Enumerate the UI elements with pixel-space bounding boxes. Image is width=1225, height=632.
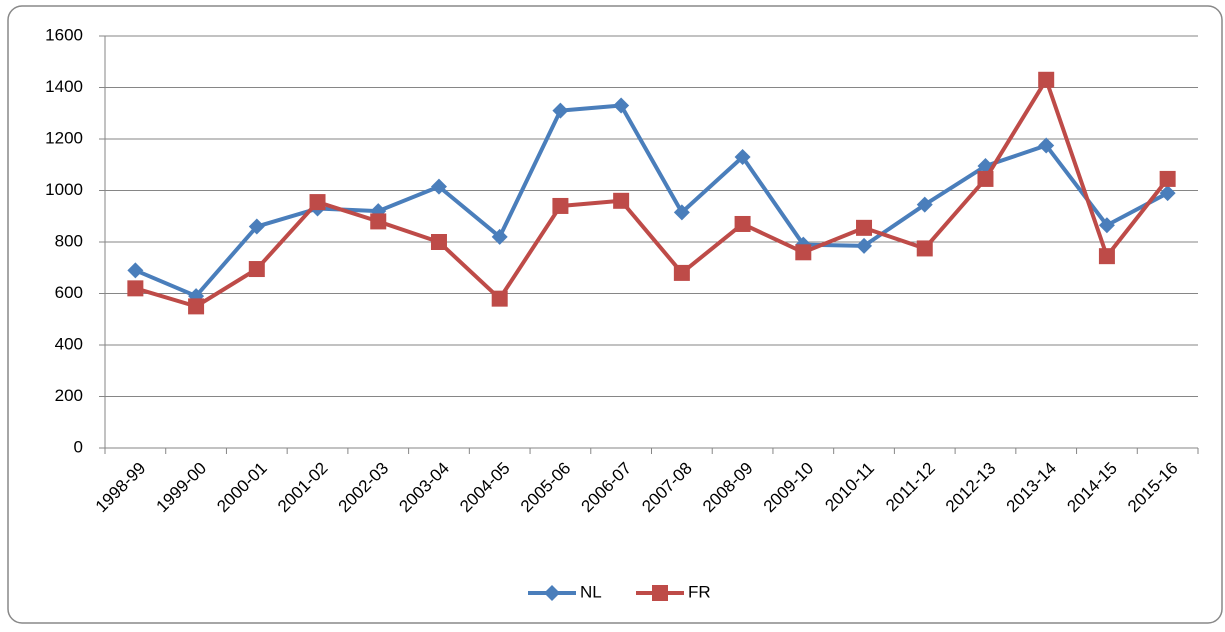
data-point — [430, 234, 447, 250]
data-point — [856, 237, 873, 254]
data-point — [977, 170, 994, 187]
y-tick-label: 1000 — [45, 180, 83, 199]
data-point — [127, 262, 144, 279]
chart-border — [7, 5, 1223, 624]
data-point — [916, 240, 933, 257]
data-point — [673, 204, 690, 221]
data-point — [248, 261, 265, 278]
y-tick-label: 1200 — [45, 128, 83, 147]
legend-marker — [544, 585, 560, 601]
data-point — [188, 298, 205, 315]
data-point — [795, 244, 812, 261]
data-point — [1098, 217, 1115, 234]
y-tick-label: 800 — [55, 231, 83, 250]
data-point — [491, 228, 508, 245]
data-point — [552, 102, 569, 119]
data-point — [916, 196, 933, 213]
data-point — [734, 149, 751, 166]
y-tick-label: 200 — [55, 386, 83, 405]
data-point — [1098, 248, 1115, 265]
legend-label: NL — [580, 582, 602, 601]
data-point — [430, 178, 447, 195]
data-point — [370, 213, 387, 230]
data-point — [1038, 71, 1055, 88]
y-tick-label: 600 — [55, 283, 83, 302]
data-point — [552, 197, 569, 214]
data-point — [1038, 137, 1055, 154]
legend-label: FR — [688, 582, 711, 601]
y-tick-label: 1400 — [45, 77, 83, 96]
data-point — [127, 280, 144, 297]
data-point — [734, 215, 751, 232]
legend-marker — [652, 585, 668, 601]
data-point — [309, 194, 326, 211]
y-tick-label: 0 — [74, 437, 83, 456]
data-point — [1159, 170, 1176, 187]
data-point — [856, 219, 873, 236]
y-tick-label: 1600 — [45, 25, 83, 44]
data-point — [248, 218, 265, 235]
y-tick-label: 400 — [55, 334, 83, 353]
data-point — [491, 290, 508, 307]
data-point — [613, 192, 630, 209]
series-line — [134, 77, 1170, 309]
data-point — [673, 264, 690, 281]
data-point — [1159, 185, 1176, 202]
data-point — [613, 97, 630, 114]
